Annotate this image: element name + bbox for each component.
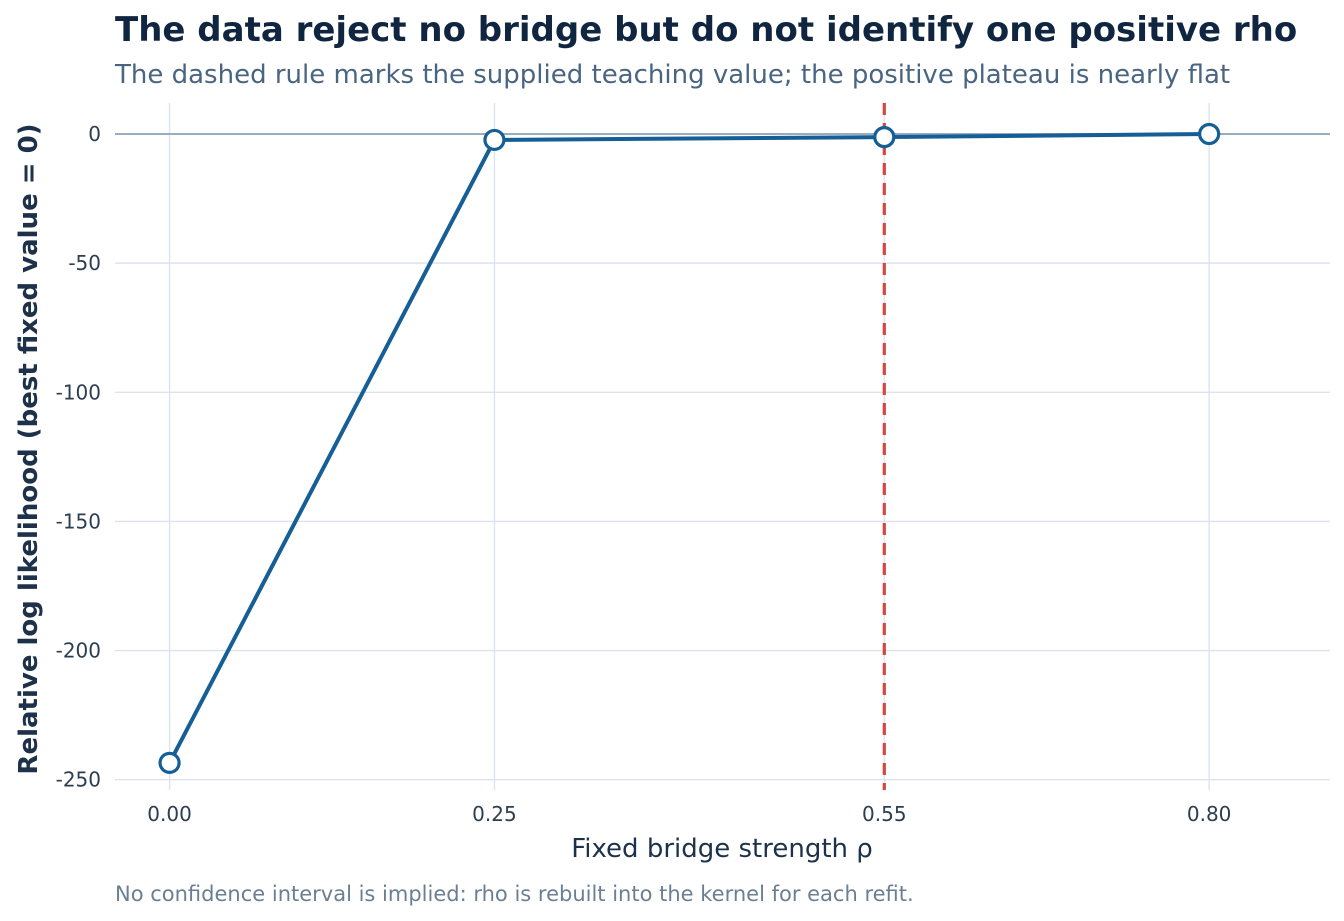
data-point <box>483 128 506 152</box>
data-point <box>1198 122 1221 146</box>
x-tick-label: 0.55 <box>862 802 907 826</box>
data-point <box>158 751 181 774</box>
x-tick-label: 0.80 <box>1187 802 1232 826</box>
grid-lines <box>115 103 1330 790</box>
chart-subtitle: The dashed rule marks the supplied teach… <box>114 60 1230 90</box>
x-tick-label: 0.25 <box>472 802 517 826</box>
y-tick-label: -100 <box>56 380 101 404</box>
series-line <box>167 131 1212 765</box>
y-tick-label: 0 <box>88 122 101 146</box>
chart-title: The data reject no bridge but do not ide… <box>115 10 1297 50</box>
x-axis-label: Fixed bridge strength ρ <box>571 834 873 864</box>
y-tick-labels: 0 -50 -100 -150 -200 -250 <box>56 122 101 792</box>
y-tick-label: -200 <box>56 639 101 663</box>
reference-lines <box>115 103 1330 790</box>
series-layer <box>158 122 1221 774</box>
data-point <box>873 125 896 149</box>
y-axis-label: Relative log likelihood (best fixed valu… <box>14 123 44 774</box>
y-tick-label: -50 <box>68 251 101 275</box>
chart-caption: No confidence interval is implied: rho i… <box>115 882 914 906</box>
y-tick-label: -150 <box>56 509 101 533</box>
x-tick-label: 0.00 <box>147 802 192 826</box>
y-tick-label: -250 <box>56 768 101 792</box>
x-tick-labels: 0.00 0.25 0.55 0.80 <box>147 802 1231 826</box>
